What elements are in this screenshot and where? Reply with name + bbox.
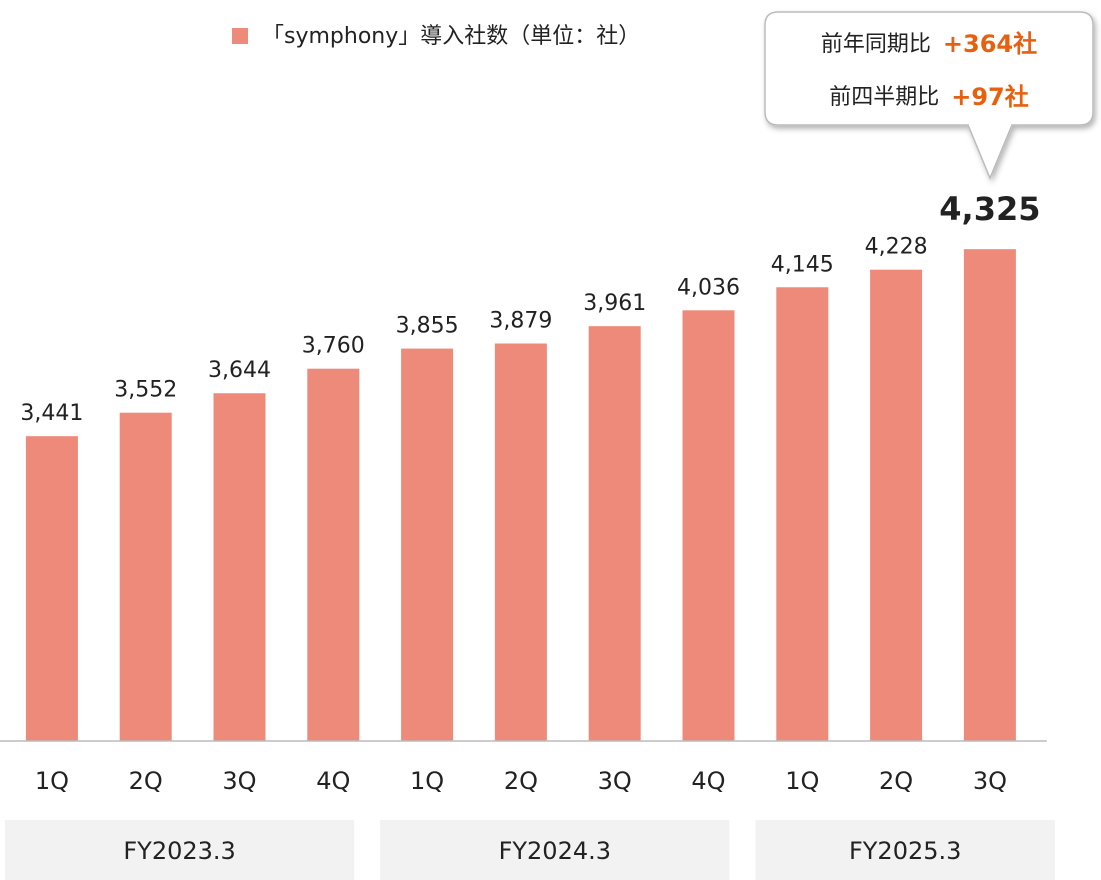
bar — [870, 269, 923, 741]
group-box — [380, 820, 730, 880]
bar — [25, 436, 78, 741]
group-label: FY2025.3 — [849, 837, 961, 865]
annotation: 前四半期比 +97社 — [829, 83, 1029, 111]
value-label: 3,760 — [302, 334, 365, 359]
bar — [682, 310, 735, 741]
legend-swatch — [232, 28, 248, 44]
bar — [119, 412, 172, 741]
x-tick-label: 2Q — [504, 767, 538, 795]
x-tick-label: 1Q — [410, 767, 444, 795]
value-label: 4,036 — [677, 275, 740, 300]
annotation-text: 前年同期比 — [821, 32, 931, 57]
x-tick-label: 4Q — [691, 767, 725, 795]
value-label: 4,228 — [865, 235, 928, 260]
group-label: FY2024.3 — [499, 837, 611, 865]
x-tick-label: 3Q — [598, 767, 632, 795]
bar — [776, 287, 829, 741]
x-tick-label: 3Q — [973, 767, 1007, 795]
callout-box — [764, 11, 1094, 180]
annotation-value: +364社 — [943, 30, 1037, 58]
value-label: 3,441 — [20, 401, 83, 426]
bar — [588, 326, 641, 741]
annotation-value: +97社 — [951, 83, 1029, 111]
bar — [494, 343, 547, 741]
x-tick-label: 3Q — [222, 767, 256, 795]
x-tick-label: 4Q — [316, 767, 350, 795]
value-label: 4,145 — [771, 252, 834, 277]
legend-label: 「symphony」導入社数（単位：社） — [262, 24, 640, 49]
bar — [401, 348, 454, 741]
x-tick-label: 1Q — [35, 767, 69, 795]
value-label: 4,325 — [939, 190, 1040, 228]
group-box — [5, 820, 355, 880]
value-label: 3,644 — [208, 358, 271, 383]
annotation-text: 前四半期比 — [829, 85, 939, 110]
group-box — [755, 820, 1055, 880]
x-tick-label: 2Q — [129, 767, 163, 795]
x-tick-label: 2Q — [879, 767, 913, 795]
bar — [213, 393, 266, 741]
bar — [307, 368, 360, 741]
group-label: FY2023.3 — [123, 837, 235, 865]
x-tick-label: 1Q — [785, 767, 819, 795]
value-label: 3,552 — [114, 378, 177, 403]
bar — [963, 249, 1016, 741]
value-label: 3,855 — [396, 314, 459, 339]
value-label: 3,961 — [583, 291, 646, 316]
annotation: 前年同期比 +364社 — [821, 30, 1037, 58]
value-label: 3,879 — [489, 309, 552, 334]
